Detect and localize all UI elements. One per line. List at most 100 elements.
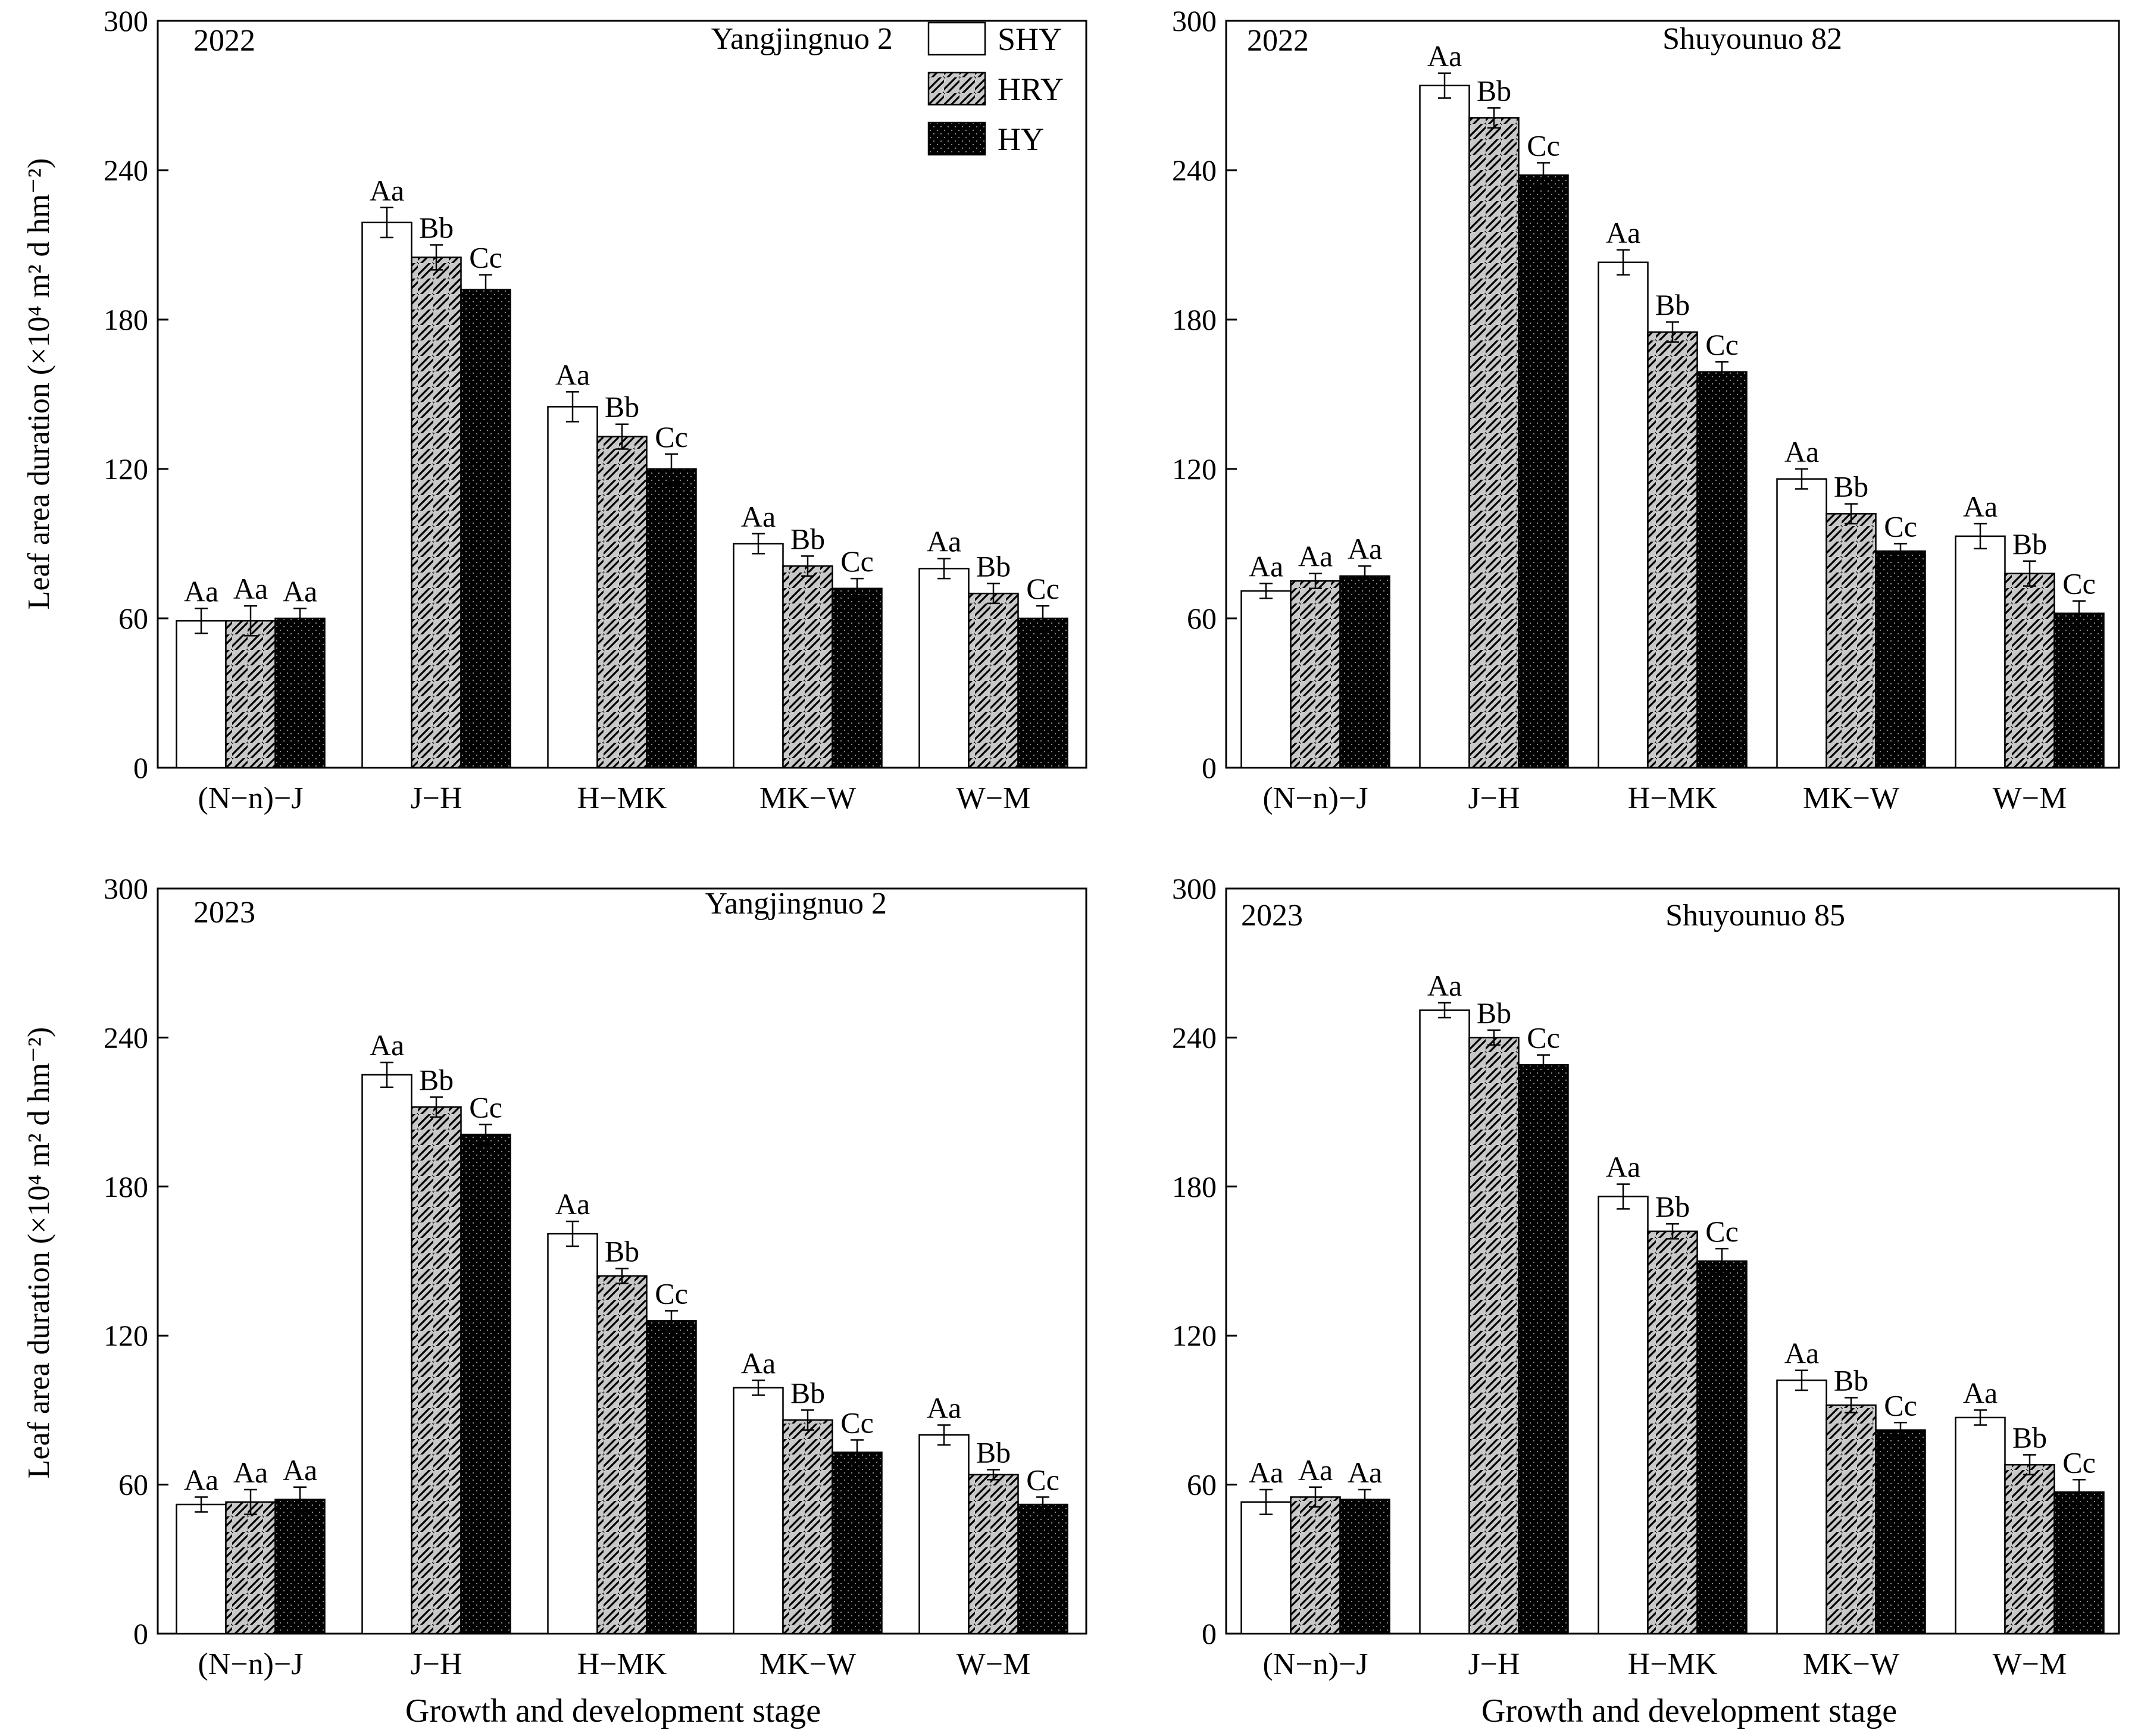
significance-label: Bb xyxy=(1655,288,1690,321)
bar-hry xyxy=(1647,331,1698,769)
bar-hry xyxy=(596,436,648,769)
bar-shy xyxy=(918,568,970,769)
significance-label: Bb xyxy=(1655,1190,1690,1223)
significance-label: Cc xyxy=(1527,1021,1560,1055)
chart-panel-4: 0 60 120 180 240 300 2023 Shuyounuo 85 Aa Aa Aa (N−… xyxy=(1172,872,2120,1681)
legend-label-hy: HY xyxy=(998,121,1044,157)
bar-hry xyxy=(1290,1496,1341,1635)
chart-panel-1: 0 60 120 180 240 300 2022 Yangjingnuo 2 Aa Aa Aa (N… xyxy=(104,4,1087,815)
legend-label-shy: SHY xyxy=(998,21,1062,57)
legend: SHY HRY HY xyxy=(927,21,1064,157)
y-tick-label: 60 xyxy=(118,1468,148,1502)
significance-label: Bb xyxy=(1477,996,1511,1030)
category-label: W−M xyxy=(1993,781,2067,815)
significance-label: Bb xyxy=(976,549,1011,583)
y-tick-label: 300 xyxy=(1172,872,1217,905)
significance-label: Aa xyxy=(1606,216,1640,249)
bar-hy xyxy=(1518,1064,1569,1635)
bar-hy xyxy=(1875,550,1926,769)
bar-hy xyxy=(274,1499,326,1635)
y-axis-label-top: Leaf area duration (×10⁴ m² d hm⁻²) xyxy=(22,158,56,610)
significance-label: Aa xyxy=(1249,1456,1283,1489)
category-label: J−H xyxy=(1468,1647,1520,1681)
bar-shy xyxy=(176,1503,227,1635)
y-tick-label: 60 xyxy=(1187,1468,1217,1502)
bar-shy xyxy=(1240,1501,1292,1635)
significance-label: Aa xyxy=(233,1456,268,1489)
bar-hy xyxy=(1339,575,1390,769)
bar-shy xyxy=(547,406,598,769)
bar-hry xyxy=(1468,117,1520,769)
panel-variety: Shuyounuo 85 xyxy=(1665,899,1845,933)
y-tick-label: 240 xyxy=(1172,154,1217,187)
y-tick-label: 120 xyxy=(104,1319,148,1352)
bar-hry xyxy=(1290,580,1341,769)
bar-shy xyxy=(1776,1380,1827,1635)
category-label: MK−W xyxy=(1803,781,1899,815)
bar-hry xyxy=(411,1106,462,1635)
bar-hry xyxy=(1647,1230,1698,1635)
bar-hry xyxy=(2004,573,2055,769)
category-label: (N−n)−J xyxy=(198,781,303,815)
significance-label: Aa xyxy=(370,174,404,207)
significance-label: Aa xyxy=(927,1391,961,1424)
panel-variety: Yangjingnuo 2 xyxy=(705,887,887,921)
category-label: J−H xyxy=(410,1647,462,1681)
bar-hy xyxy=(2053,612,2105,769)
significance-label: Bb xyxy=(1834,1364,1868,1397)
chart-panel-3: 0 60 120 180 240 300 2023 Yangjingnuo 2 Aa Aa Aa (N… xyxy=(104,872,1087,1681)
significance-label: Bb xyxy=(605,390,639,424)
bar-shy xyxy=(176,620,227,769)
y-tick-label: 60 xyxy=(118,602,148,635)
panel-year: 2023 xyxy=(193,896,255,930)
y-axis-label-bottom: Leaf area duration (×10⁴ m² d hm⁻²) xyxy=(22,1027,56,1479)
significance-label: Aa xyxy=(1963,490,1998,523)
significance-label: Aa xyxy=(741,1346,776,1380)
significance-label: Aa xyxy=(927,525,961,558)
significance-label: Bb xyxy=(2012,527,2047,561)
significance-label: Aa xyxy=(741,500,776,533)
y-tick-label: 180 xyxy=(104,1170,148,1203)
significance-label: Cc xyxy=(1884,1388,1917,1422)
significance-label: Cc xyxy=(655,420,688,453)
significance-label: Aa xyxy=(1784,435,1819,468)
y-tick-label: 300 xyxy=(104,872,148,905)
significance-label: Cc xyxy=(1026,572,1059,605)
significance-label: Cc xyxy=(1527,129,1560,162)
y-tick-label: 0 xyxy=(1202,751,1217,784)
significance-label: Bb xyxy=(1834,470,1868,503)
panel-year: 2023 xyxy=(1241,899,1303,933)
legend-label-hry: HRY xyxy=(998,71,1064,107)
bar-hry xyxy=(225,1501,276,1635)
category-label: MK−W xyxy=(759,1647,856,1681)
category-label: J−H xyxy=(1468,781,1520,815)
bar-hy xyxy=(1696,1260,1748,1635)
panel-variety: Yangjingnuo 2 xyxy=(711,22,893,56)
significance-label: Cc xyxy=(840,1406,874,1439)
significance-label: Aa xyxy=(283,574,317,608)
significance-label: Aa xyxy=(184,574,218,608)
chart-panel-2: 0 60 120 180 240 300 2022 Shuyounuo 82 Aa Aa Aa (N−… xyxy=(1172,4,2120,815)
bar-hy xyxy=(2053,1491,2105,1635)
panel-year: 2022 xyxy=(1247,24,1309,58)
bar-hy xyxy=(1696,371,1748,769)
y-tick-label: 0 xyxy=(133,1617,148,1650)
category-label: H−MK xyxy=(577,781,667,815)
category-label: MK−W xyxy=(759,781,856,815)
panel-year: 2022 xyxy=(193,24,255,58)
significance-label: Cc xyxy=(469,241,502,274)
y-tick-label: 180 xyxy=(1172,1170,1217,1203)
bar-shy xyxy=(361,221,412,769)
category-label: J−H xyxy=(410,781,462,815)
bar-shy xyxy=(733,543,784,769)
x-axis-label-left: Growth and development stage xyxy=(405,1693,821,1729)
bar-shy xyxy=(1419,1009,1470,1635)
bar-hry xyxy=(782,1419,833,1635)
bar-hy xyxy=(646,468,697,769)
bar-shy xyxy=(1598,261,1649,769)
significance-label: Aa xyxy=(1348,1456,1382,1489)
significance-label: Aa xyxy=(1298,540,1333,573)
bar-hy xyxy=(274,617,326,769)
